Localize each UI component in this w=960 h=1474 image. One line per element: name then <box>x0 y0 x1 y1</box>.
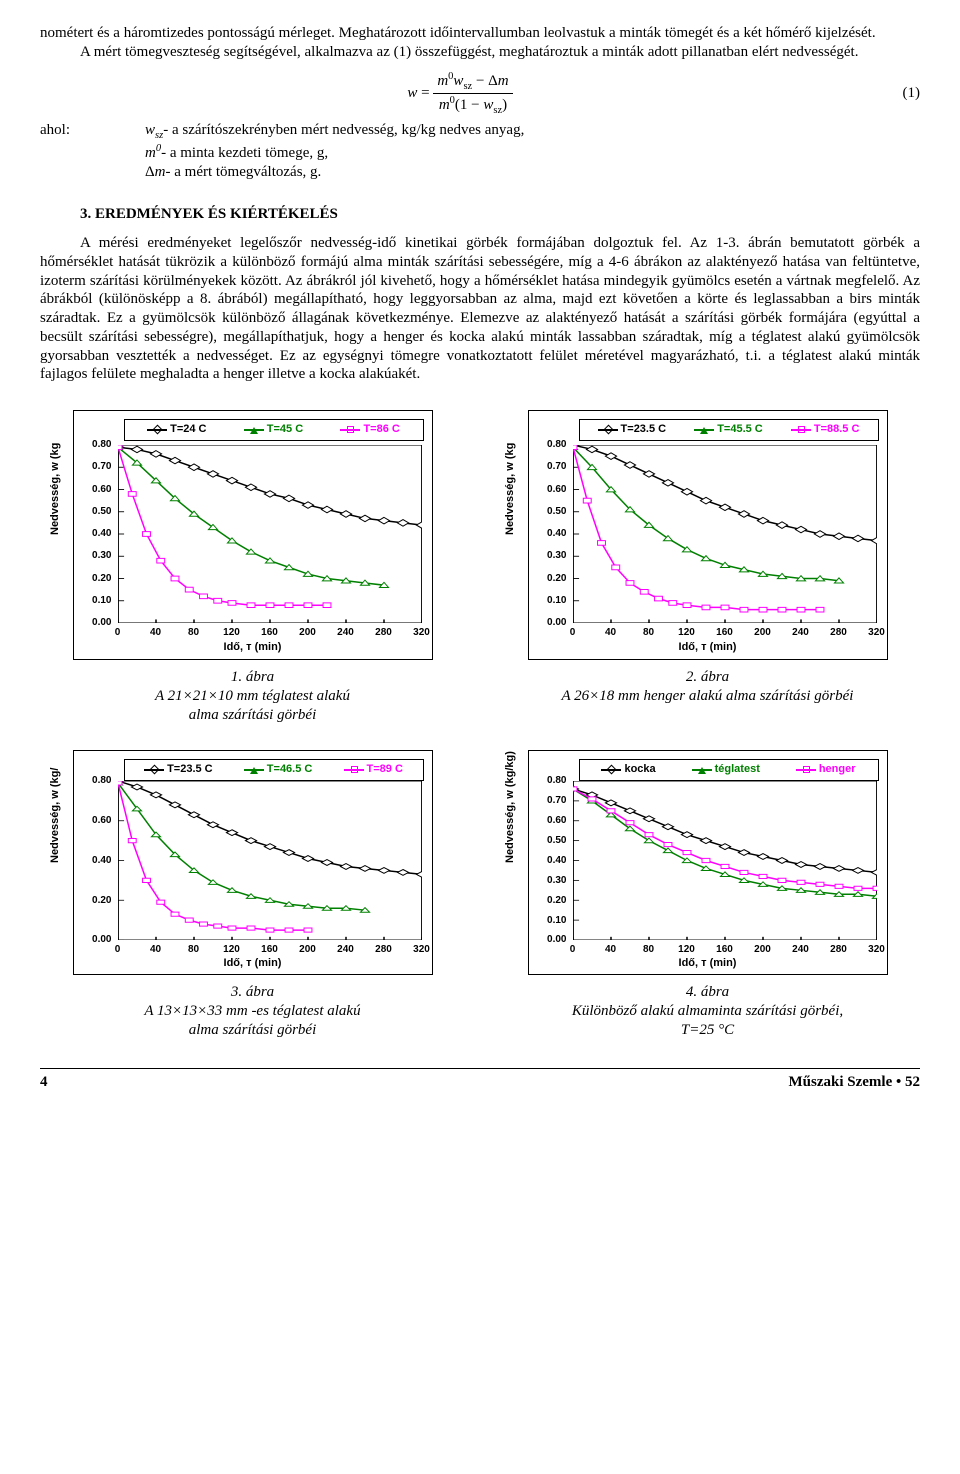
chart-1-ylabel: Nedvesség, w (kg <box>49 443 63 535</box>
chart-1-xlabel: Idő, т (min) <box>74 641 432 655</box>
def-line-2: m0- a minta kezdeti tömege, g, <box>145 142 524 163</box>
chart-4-legend: kocka téglatest henger <box>579 759 879 781</box>
equation-expr: w = m0wsz − Δm m0(1 − wsz) <box>40 70 880 117</box>
chart-3-caption: 3. ábra A 13×13×33 mm -es téglatest alak… <box>144 983 360 1039</box>
chart-2-ylabel: Nedvesség, w (kg <box>504 443 518 535</box>
chart-3-xlabel: Idő, т (min) <box>74 957 432 971</box>
chart-1: T=24 C T=45 C T=86 C Nedvesség, w (kg Id… <box>73 410 433 660</box>
chart-2-legend: T=23.5 C T=45.5 C T=88.5 C <box>579 419 879 441</box>
chart-4: kocka téglatest henger Nedvesség, w (kg/… <box>528 750 888 975</box>
equation-number: (1) <box>880 84 920 103</box>
charts-row-1: T=24 C T=45 C T=86 C Nedvesség, w (kg Id… <box>40 410 920 724</box>
chart-3-ylabel: Nedvesség, w (kg/ <box>49 768 63 863</box>
chart-4-xlabel: Idő, т (min) <box>529 957 887 971</box>
intro-para-1: nométert és a háromtizedes pontosságú mé… <box>40 24 920 43</box>
page-number: 4 <box>40 1073 48 1092</box>
chart-2-caption: 2. ábra A 26×18 mm henger alakú alma szá… <box>562 668 854 706</box>
def-line-1: wsz- a szárítószekrényben mért nedvesség… <box>145 121 524 142</box>
chart-2-xlabel: Idő, т (min) <box>529 641 887 655</box>
chart-4-caption: 4. ábra Különböző alakú almaminta szárít… <box>572 983 843 1039</box>
results-paragraph: A mérési eredményeket legelőszőr nedvess… <box>40 234 920 384</box>
intro-para-2: A mért tömegveszteség segítségével, alka… <box>40 43 920 62</box>
chart-3-legend: T=23.5 C T=46.5 C T=89 C <box>124 759 424 781</box>
page-footer: 4 Műszaki Szemle • 52 <box>40 1068 920 1092</box>
chart-4-ylabel: Nedvesség, w (kg/kg) <box>504 751 518 863</box>
charts-row-2: T=23.5 C T=46.5 C T=89 C Nedvesség, w (k… <box>40 750 920 1039</box>
equation-block: w = m0wsz − Δm m0(1 − wsz) (1) <box>40 70 920 117</box>
def-line-3: Δm- a mért tömegváltozás, g. <box>145 163 524 182</box>
chart-2: T=23.5 C T=45.5 C T=88.5 C Nedvesség, w … <box>528 410 888 660</box>
chart-1-legend: T=24 C T=45 C T=86 C <box>124 419 424 441</box>
defs-prefix: ahol: <box>40 121 145 182</box>
chart-3: T=23.5 C T=46.5 C T=89 C Nedvesség, w (k… <box>73 750 433 975</box>
chart-1-caption: 1. ábra A 21×21×10 mm téglatest alakú al… <box>155 668 350 724</box>
section-title: 3. EREDMÉNYEK ÉS KIÉRTÉKELÉS <box>40 205 920 224</box>
journal-name: Műszaki Szemle • 52 <box>789 1073 920 1092</box>
